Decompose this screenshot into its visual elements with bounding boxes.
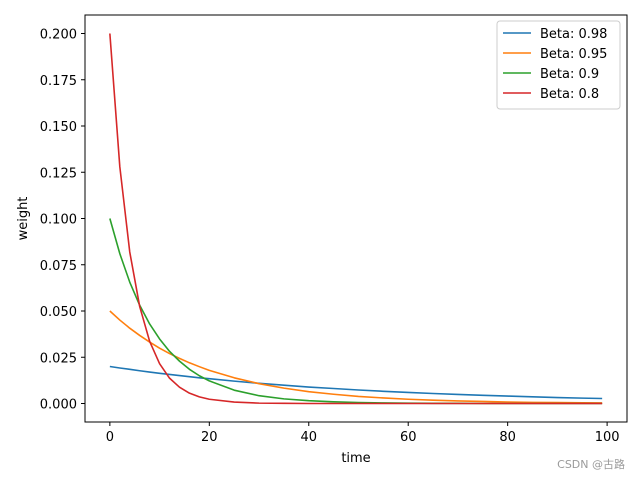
y-tick-label: 0.100 (40, 213, 77, 228)
y-tick-label: 0.125 (40, 166, 77, 181)
x-tick-label: 0 (106, 430, 114, 445)
y-tick-label: 0.075 (40, 259, 77, 274)
x-tick-label: 80 (499, 430, 516, 445)
x-tick-label: 100 (595, 430, 620, 445)
legend-label: Beta: 0.95 (540, 47, 607, 62)
y-tick-label: 0.050 (40, 305, 77, 320)
y-tick-label: 0.200 (40, 28, 77, 43)
legend-box (496, 20, 621, 110)
legend-label: Beta: 0.98 (540, 27, 607, 42)
legend: Beta: 0.98 Beta: 0.95 Beta: 0.9 Beta: 0.8 (496, 20, 621, 110)
plot-lines (109, 33, 603, 405)
x-tick-label: 40 (300, 430, 317, 445)
y-tick-label: 0.025 (40, 351, 77, 366)
series-line-0 (109, 365, 603, 400)
series-line-3 (109, 33, 603, 405)
watermark: CSDN @古路 (557, 458, 625, 471)
y-axis-label: weight (16, 197, 31, 241)
legend-label: Beta: 0.9 (540, 67, 599, 82)
legend-label: Beta: 0.8 (540, 87, 599, 102)
x-axis-label: time (341, 451, 370, 466)
axis-ticks: 0 20 40 60 80 100 0.000 0.025 0.050 0.075 0.100 0.1… (40, 28, 620, 446)
series-line-1 (109, 310, 603, 404)
y-tick-label: 0.150 (40, 120, 77, 135)
y-tick-label: 0.175 (40, 74, 77, 89)
x-tick-label: 60 (400, 430, 417, 445)
y-tick-label: 0.000 (40, 398, 77, 413)
x-tick-label: 20 (201, 430, 218, 445)
